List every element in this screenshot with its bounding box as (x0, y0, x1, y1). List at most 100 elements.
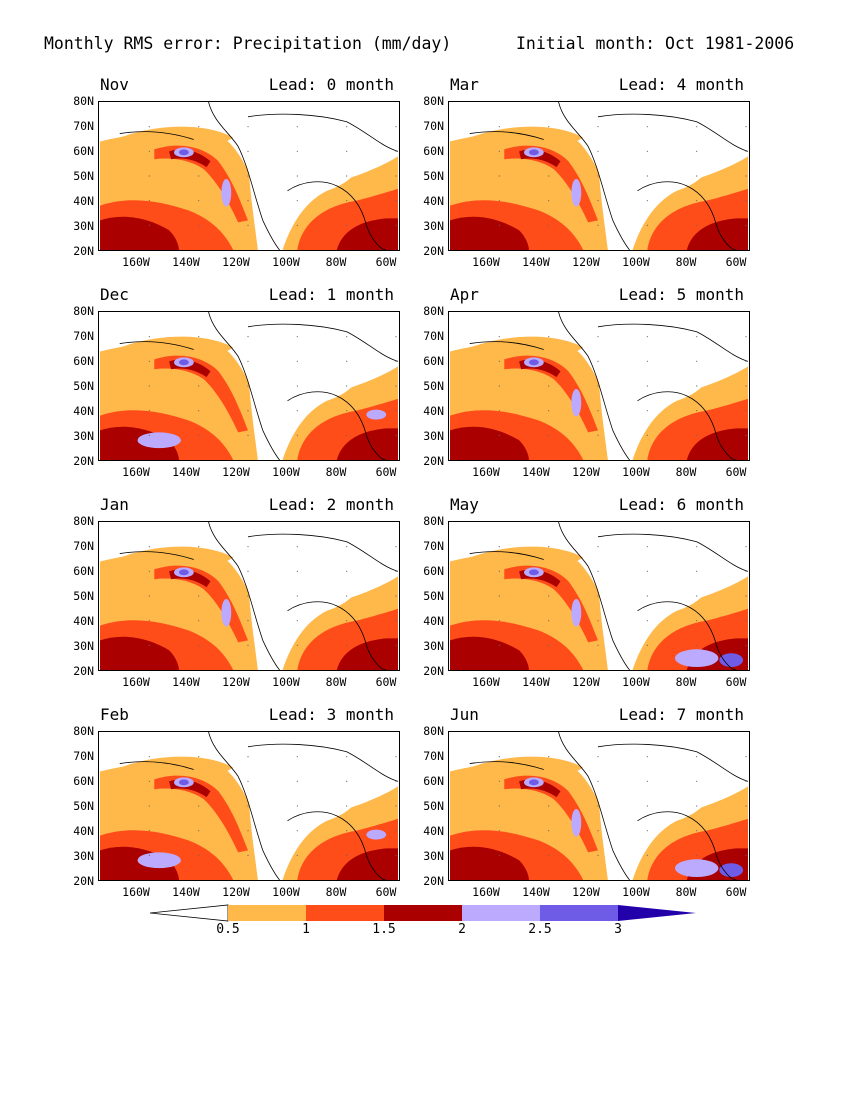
panel-month: Nov (100, 75, 129, 94)
rms-field (100, 312, 399, 460)
longitude-label: 120W (572, 255, 600, 269)
panel-month: May (450, 495, 479, 514)
colorbar (150, 904, 696, 922)
latitude-label: 60N (423, 144, 444, 158)
latitude-label: 70N (423, 749, 444, 763)
latitude-label: 70N (73, 749, 94, 763)
latitude-label: 30N (73, 219, 94, 233)
longitude-label: 60W (375, 675, 397, 689)
panel-lead: Lead: 4 month (618, 75, 744, 94)
latitude-label: 50N (73, 379, 94, 393)
latitude-label: 20N (423, 874, 444, 888)
latitude-label: 60N (73, 144, 94, 158)
latitude-label: 60N (423, 774, 444, 788)
rms-field (450, 102, 749, 250)
colorbar-tick-label: 2 (458, 922, 466, 937)
latitude-label: 70N (73, 329, 94, 343)
latitude-label: 30N (423, 639, 444, 653)
map-panel: Nov Lead: 0 month 80N 70N 60N 50N 40N 30N 20N 160… (73, 75, 400, 269)
longitude-label: 60W (375, 255, 397, 269)
longitude-label: 120W (222, 675, 250, 689)
longitude-label: 80W (675, 255, 697, 269)
colorbar-swatch (306, 905, 384, 921)
map-panel: Apr Lead: 5 month 80N 70N 60N 50N 40N 30N 20N 160… (423, 285, 750, 479)
longitude-label: 60W (725, 255, 747, 269)
latitude-label: 30N (73, 429, 94, 443)
longitude-label: 100W (622, 675, 650, 689)
latitude-label: 80N (423, 94, 444, 108)
latitude-label: 40N (423, 614, 444, 628)
latitude-label: 40N (73, 194, 94, 208)
latitude-label: 50N (423, 169, 444, 183)
panel-month: Apr (450, 285, 479, 304)
longitude-label: 160W (472, 675, 500, 689)
map-plot (98, 521, 400, 671)
latitude-label: 60N (423, 564, 444, 578)
colorbar-swatch (228, 905, 306, 921)
longitude-label: 100W (272, 885, 300, 899)
latitude-label: 30N (423, 219, 444, 233)
rms-field (450, 312, 749, 460)
latitude-label: 20N (73, 244, 94, 258)
latitude-label: 40N (423, 194, 444, 208)
latitude-label: 50N (73, 169, 94, 183)
panel-lead: Lead: 5 month (618, 285, 744, 304)
panel-month: Jan (100, 495, 129, 514)
panel-lead: Lead: 1 month (268, 285, 394, 304)
panel-month: Dec (100, 285, 129, 304)
longitude-label: 60W (375, 465, 397, 479)
map-panel: May Lead: 6 month 80N 70N 60N 50N 40N 30N 20N 160… (423, 495, 750, 689)
longitude-label: 60W (725, 465, 747, 479)
longitude-label: 120W (572, 465, 600, 479)
longitude-label: 60W (725, 675, 747, 689)
map-panel: Jan Lead: 2 month 80N 70N 60N 50N 40N 30N 20N 160… (73, 495, 400, 689)
longitude-label: 80W (675, 885, 697, 899)
latitude-label: 30N (73, 639, 94, 653)
latitude-label: 80N (423, 514, 444, 528)
longitude-label: 160W (472, 885, 500, 899)
longitude-label: 120W (222, 465, 250, 479)
longitude-label: 120W (572, 675, 600, 689)
map-plot (98, 101, 400, 251)
panel-lead: Lead: 2 month (268, 495, 394, 514)
latitude-label: 60N (73, 564, 94, 578)
map-panel: Jun Lead: 7 month 80N 70N 60N 50N 40N 30N 20N 160… (423, 705, 750, 899)
longitude-label: 100W (272, 675, 300, 689)
longitude-label: 160W (122, 885, 150, 899)
colorbar-tick-label: 2.5 (528, 922, 552, 937)
latitude-label: 20N (423, 244, 444, 258)
rms-field (100, 732, 399, 880)
latitude-label: 60N (73, 774, 94, 788)
map-panel: Feb Lead: 3 month 80N 70N 60N 50N 40N 30N 20N 160… (73, 705, 400, 899)
map-plot (448, 101, 750, 251)
map-panel: Dec Lead: 1 month 80N 70N 60N 50N 40N 30N 20N 160… (73, 285, 400, 479)
longitude-label: 60W (375, 885, 397, 899)
latitude-label: 20N (73, 874, 94, 888)
latitude-label: 80N (73, 724, 94, 738)
longitude-label: 160W (122, 675, 150, 689)
latitude-label: 70N (73, 119, 94, 133)
latitude-label: 80N (73, 94, 94, 108)
panel-lead: Lead: 3 month (268, 705, 394, 724)
longitude-label: 140W (522, 675, 550, 689)
latitude-label: 50N (423, 589, 444, 603)
panel-lead: Lead: 6 month (618, 495, 744, 514)
panel-month: Mar (450, 75, 479, 94)
latitude-label: 70N (423, 539, 444, 553)
latitude-label: 40N (73, 404, 94, 418)
longitude-label: 140W (522, 885, 550, 899)
longitude-label: 80W (675, 465, 697, 479)
map-plot (448, 731, 750, 881)
map-panel: Mar Lead: 4 month 80N 70N 60N 50N 40N 30N 20N 160… (423, 75, 750, 269)
colorbar-tick-label: 1.5 (372, 922, 396, 937)
panel-month: Feb (100, 705, 129, 724)
map-plot (448, 521, 750, 671)
longitude-label: 160W (122, 465, 150, 479)
initial-month-label: Initial month: Oct 1981-2006 (516, 34, 795, 53)
colorbar-tick-label: 3 (614, 922, 622, 937)
longitude-label: 100W (622, 465, 650, 479)
longitude-label: 80W (325, 465, 347, 479)
latitude-label: 40N (423, 824, 444, 838)
latitude-label: 70N (423, 329, 444, 343)
